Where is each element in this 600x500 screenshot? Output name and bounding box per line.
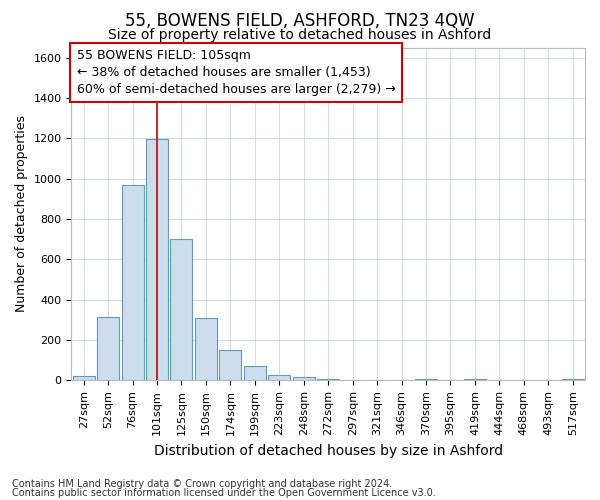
- Bar: [73, 376, 95, 380]
- Text: Size of property relative to detached houses in Ashford: Size of property relative to detached ho…: [109, 28, 491, 42]
- Bar: [268, 376, 290, 380]
- X-axis label: Distribution of detached houses by size in Ashford: Distribution of detached houses by size …: [154, 444, 503, 458]
- Text: Contains public sector information licensed under the Open Government Licence v3: Contains public sector information licen…: [12, 488, 436, 498]
- Text: Contains HM Land Registry data © Crown copyright and database right 2024.: Contains HM Land Registry data © Crown c…: [12, 479, 392, 489]
- Text: 55, BOWENS FIELD, ASHFORD, TN23 4QW: 55, BOWENS FIELD, ASHFORD, TN23 4QW: [125, 12, 475, 30]
- Bar: [195, 318, 217, 380]
- Text: 55 BOWENS FIELD: 105sqm
← 38% of detached houses are smaller (1,453)
60% of semi: 55 BOWENS FIELD: 105sqm ← 38% of detache…: [77, 49, 395, 96]
- Bar: [244, 366, 266, 380]
- Bar: [122, 184, 143, 380]
- Bar: [220, 350, 241, 380]
- Bar: [146, 140, 168, 380]
- Y-axis label: Number of detached properties: Number of detached properties: [15, 116, 28, 312]
- Bar: [293, 378, 315, 380]
- Bar: [97, 317, 119, 380]
- Bar: [170, 239, 193, 380]
